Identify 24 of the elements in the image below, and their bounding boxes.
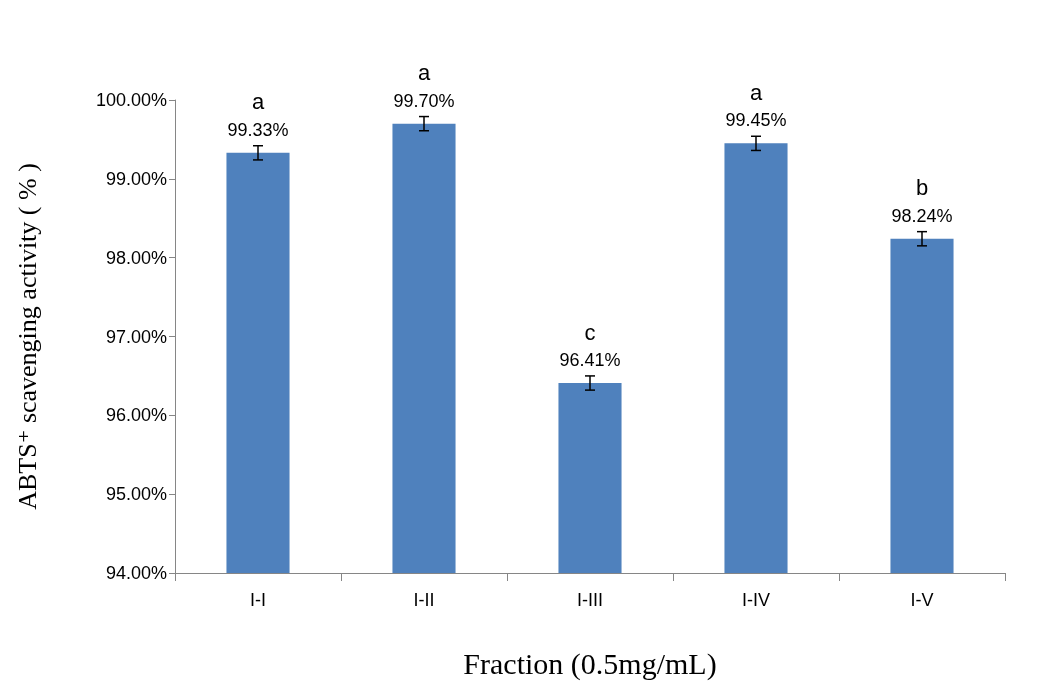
annotation: c (584, 319, 596, 345)
y-tick-label: 100.00% (95, 90, 167, 110)
x-tick-label: I-I (250, 590, 266, 610)
x-axis-title: Fraction (0.5mg/mL) (463, 646, 717, 681)
data-label: 99.70% (393, 90, 455, 111)
y-tick-label: 96.00% (105, 405, 167, 426)
x-tick-label: I-V (910, 590, 934, 610)
data-label: 99.45% (725, 110, 787, 131)
data-label: 99.33% (227, 119, 289, 140)
x-tick-label: I-II (413, 590, 435, 610)
annotation: a (417, 60, 431, 86)
annotation: a (749, 79, 763, 105)
data-label: 98.24% (891, 205, 953, 226)
y-tick-label: 95.00% (105, 484, 167, 505)
x-tick-label: I-III (577, 590, 603, 610)
x-tick-label: I-IV (741, 590, 771, 610)
data-label: 96.41% (559, 350, 621, 371)
y-tick-label: 99.00% (105, 168, 167, 189)
annotation: b (915, 175, 929, 201)
y-axis-title: ABTS⁺ scavenging activity ( % ) (12, 163, 42, 510)
y-tick-label: 94.00% (105, 563, 167, 583)
y-tick-label: 97.00% (105, 326, 167, 347)
annotation: a (251, 89, 265, 115)
y-tick-label: 98.00% (105, 247, 167, 268)
